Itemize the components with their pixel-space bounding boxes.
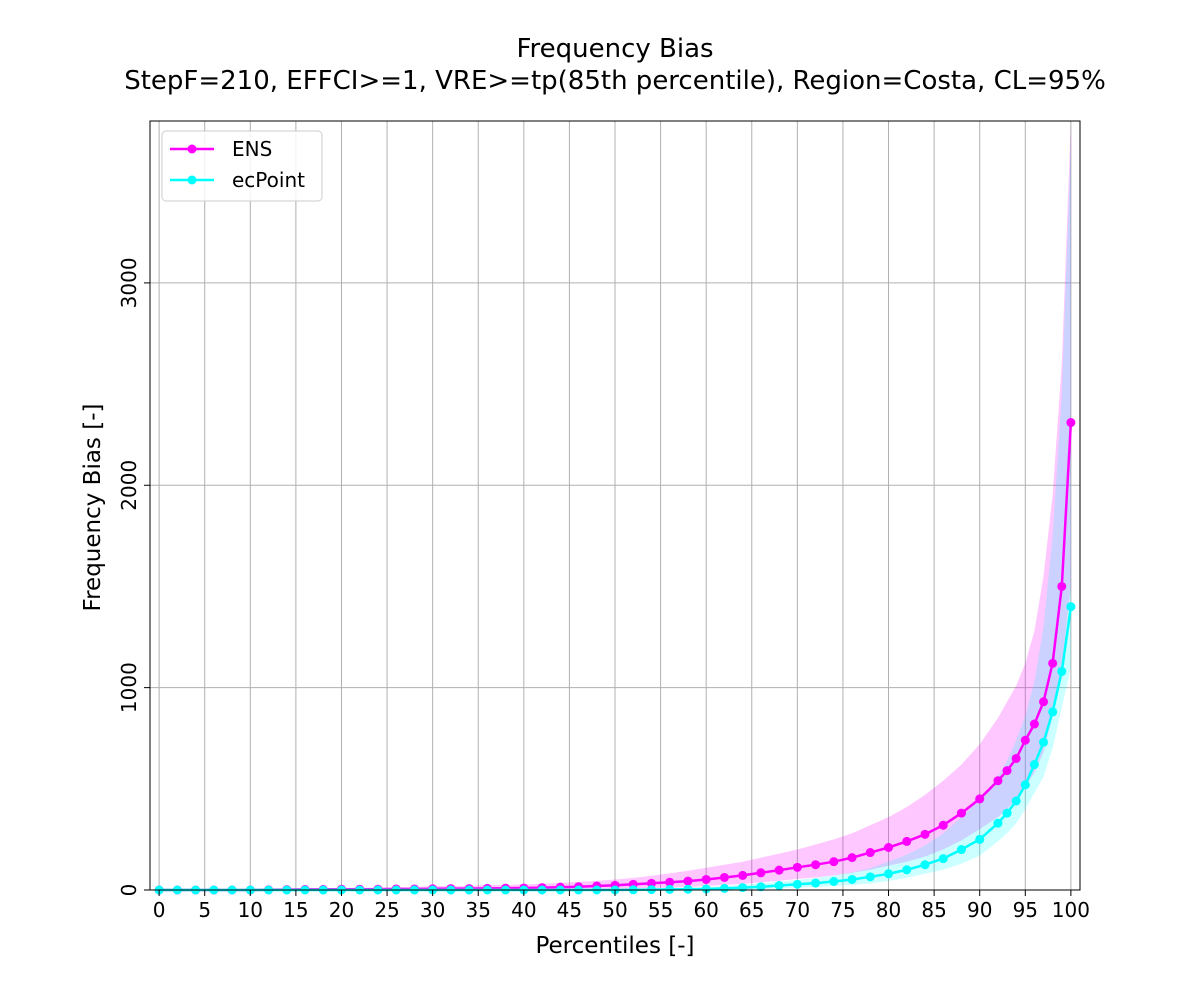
- ecpoint-point: [865, 872, 875, 882]
- ecpoint-point: [683, 884, 693, 894]
- grid-lines: [150, 121, 1080, 891]
- x-tick-label: 30: [420, 898, 445, 922]
- ecpoint-point: [774, 881, 784, 891]
- ecpoint-point: [1029, 760, 1039, 770]
- ens-point: [902, 836, 912, 846]
- ecpoint-point: [1048, 707, 1058, 717]
- ens-point: [938, 820, 948, 830]
- series-points: [154, 418, 1076, 895]
- legend-label-ecpoint: ecPoint: [232, 168, 305, 192]
- legend-label-ens: ENS: [232, 137, 272, 161]
- ecpoint-point: [1039, 737, 1049, 747]
- ecpoint-point: [811, 878, 821, 888]
- x-tick-label: 90: [967, 898, 992, 922]
- legend-marker-ens: [187, 144, 197, 154]
- ens-point: [701, 874, 711, 884]
- ens-point: [884, 843, 894, 853]
- x-tick-label: 15: [283, 898, 308, 922]
- x-tick-label: 10: [238, 898, 263, 922]
- x-tick-label: 40: [511, 898, 536, 922]
- x-tick-label: 75: [830, 898, 855, 922]
- ecpoint-point: [847, 874, 857, 884]
- ecpoint-point: [1066, 602, 1076, 612]
- y-axis-label: Frequency Bias [-]: [80, 404, 106, 612]
- x-tick-label: 0: [153, 898, 166, 922]
- ecpoint-point: [665, 884, 675, 894]
- ens-point: [811, 860, 821, 870]
- ens-point: [847, 853, 857, 863]
- ecpoint-point: [956, 845, 966, 855]
- ens-point: [993, 776, 1003, 786]
- ecpoint-point: [829, 877, 839, 887]
- ecpoint-point: [884, 869, 894, 879]
- x-tick-label: 50: [602, 898, 627, 922]
- ecpoint-point: [975, 834, 985, 844]
- ecpoint-point: [738, 883, 748, 893]
- ecpoint-point: [1020, 780, 1030, 790]
- ens-point: [738, 870, 748, 880]
- ens-confidence-band: [159, 121, 1071, 890]
- ens-point: [646, 878, 656, 888]
- x-axis-ticks: 0 5 10 15 20 25 30 35 40 45 50 55 60 65 70 75 80 85 90 95 10…: [153, 890, 1090, 922]
- x-tick-label: 80: [876, 898, 901, 922]
- x-tick-label: 35: [466, 898, 491, 922]
- y-tick-label: 2000: [117, 460, 141, 511]
- ecpoint-point: [920, 860, 930, 870]
- x-tick-label: 65: [739, 898, 764, 922]
- x-tick-label: 100: [1052, 898, 1090, 922]
- ecpoint-point: [792, 879, 802, 889]
- ens-point: [975, 794, 985, 804]
- ens-point: [756, 868, 766, 878]
- x-axis-label: Percentiles [-]: [535, 933, 694, 959]
- x-tick-label: 5: [198, 898, 211, 922]
- ens-point: [1011, 753, 1021, 763]
- ens-point: [665, 877, 675, 887]
- y-tick-label: 0: [117, 884, 141, 897]
- chart-title: Frequency Bias: [516, 34, 714, 64]
- ecpoint-point: [993, 818, 1003, 828]
- legend: ENS ecPoint: [161, 130, 323, 202]
- x-tick-label: 60: [693, 898, 718, 922]
- ecpoint-point: [902, 865, 912, 875]
- ens-point: [719, 872, 729, 882]
- ecpoint-confidence-band: [159, 141, 1071, 890]
- ens-point: [865, 848, 875, 858]
- x-tick-label: 45: [557, 898, 582, 922]
- y-tick-label: 3000: [117, 257, 141, 308]
- ens-point: [683, 876, 693, 886]
- ens-point: [1066, 418, 1076, 428]
- x-tick-label: 25: [374, 898, 399, 922]
- x-tick-label: 70: [785, 898, 810, 922]
- legend-marker-ecpoint: [187, 175, 197, 185]
- ecpoint-point: [1002, 808, 1012, 818]
- x-tick-label: 85: [921, 898, 946, 922]
- ecpoint-point: [938, 854, 948, 864]
- x-tick-label: 20: [329, 898, 354, 922]
- ecpoint-point: [1057, 666, 1067, 676]
- ens-point: [774, 865, 784, 875]
- ecpoint-point: [701, 884, 711, 894]
- ecpoint-point: [1011, 796, 1021, 806]
- ens-point: [1002, 766, 1012, 776]
- ens-point: [956, 808, 966, 818]
- ens-point: [792, 862, 802, 872]
- y-axis-ticks: 0 1000 2000 3000: [117, 257, 150, 896]
- ecpoint-point: [756, 882, 766, 892]
- ens-point: [920, 829, 930, 839]
- ens-point: [1039, 697, 1049, 707]
- ens-point: [1029, 719, 1039, 729]
- x-tick-label: 55: [648, 898, 673, 922]
- ens-point: [1057, 581, 1067, 591]
- ens-point: [1048, 658, 1058, 668]
- ens-point: [829, 857, 839, 867]
- x-tick-label: 95: [1013, 898, 1038, 922]
- y-tick-label: 1000: [117, 662, 141, 713]
- chart-subtitle: StepF=210, EFFCI>=1, VRE>=tp(85th percen…: [124, 66, 1106, 96]
- ecpoint-point: [719, 883, 729, 893]
- confidence-bands: [159, 121, 1071, 890]
- ens-point: [1020, 735, 1030, 745]
